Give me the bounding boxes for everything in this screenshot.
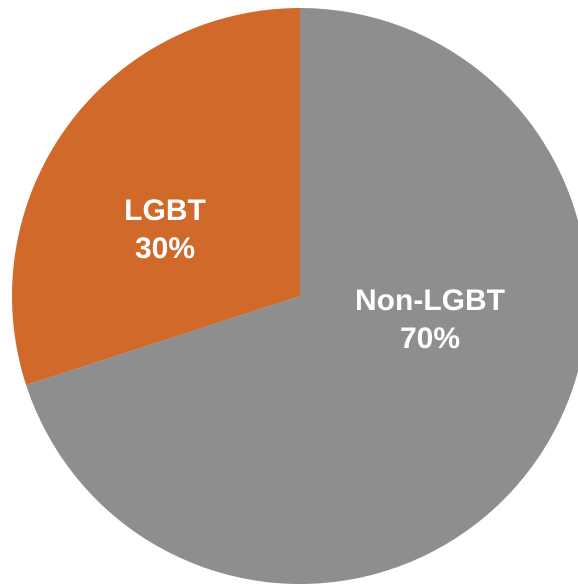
pie-slice — [11, 8, 301, 385]
slice-label: Non-LGBT — [355, 284, 505, 317]
slice-label: LGBT — [124, 194, 206, 227]
slice-value-label: 70% — [400, 322, 460, 355]
pie-slice — [26, 8, 578, 584]
slice-value-label: 30% — [135, 232, 195, 265]
